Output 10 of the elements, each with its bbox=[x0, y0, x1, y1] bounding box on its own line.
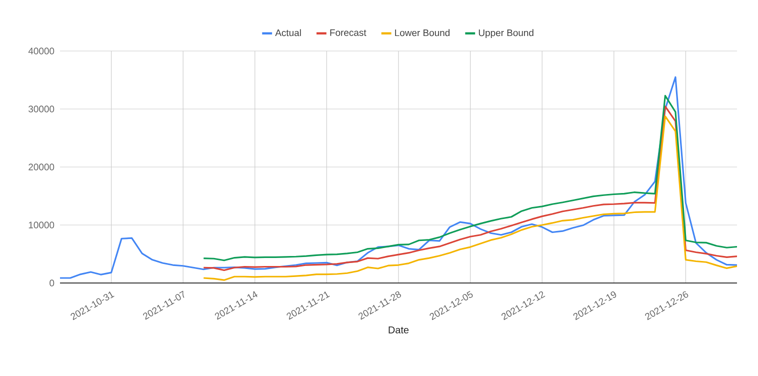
y-tick-label: 0 bbox=[50, 280, 54, 286]
legend-label: Lower Bound bbox=[395, 29, 450, 36]
legend-label: Actual bbox=[275, 29, 301, 36]
x-axis-title: Date bbox=[388, 326, 409, 334]
y-tick-label: 40000 bbox=[28, 48, 54, 54]
y-tick-label: 20000 bbox=[28, 164, 54, 170]
legend-label: Forecast bbox=[330, 29, 366, 36]
y-tick-label: 30000 bbox=[28, 106, 54, 112]
legend-label: Upper Bound bbox=[478, 29, 534, 38]
y-tick-label: 10000 bbox=[28, 222, 54, 228]
